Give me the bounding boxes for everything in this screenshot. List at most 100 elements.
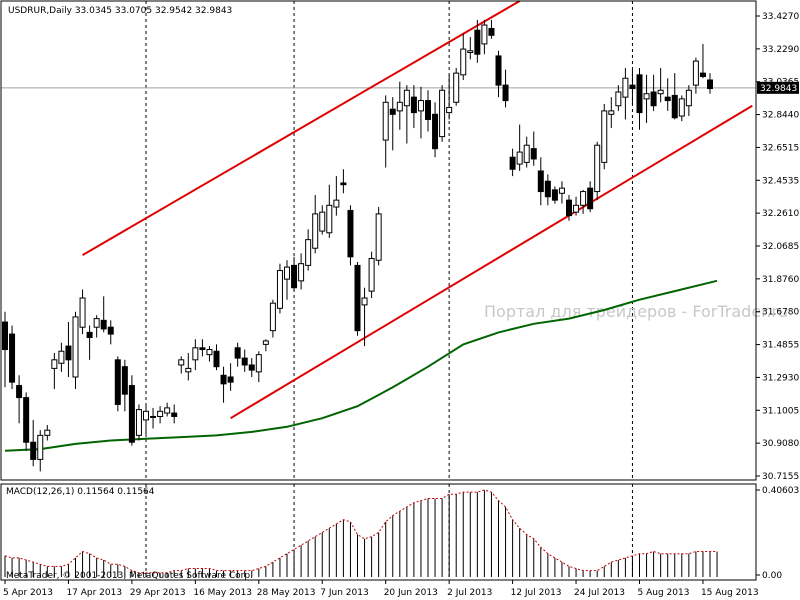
candle (488, 19, 495, 39)
time-tick-label: 24 Jul 2013 (574, 588, 625, 598)
candle (403, 85, 410, 144)
time-tick-label: 5 Apr 2013 (3, 588, 53, 598)
time-axis: 5 Apr 2013 17 Apr 2013 29 Apr 2013 16 May 2… (3, 580, 759, 598)
candle-body-bull (185, 367, 192, 373)
time-tick-label: 2 Jul 2013 (447, 588, 492, 598)
candle-body-bear (248, 364, 255, 371)
candle (664, 78, 671, 111)
candle-body-bull (319, 211, 326, 232)
candle-body-bear (425, 100, 431, 120)
candle-body-bear (9, 333, 16, 383)
candle-body-bull (685, 89, 692, 107)
candle (481, 19, 488, 55)
candle (509, 148, 516, 177)
candle (516, 124, 523, 171)
candle (199, 339, 206, 357)
candle (100, 296, 107, 333)
candle-body-bear (410, 96, 417, 114)
time-tick-label: 16 May 2013 (193, 588, 252, 598)
macd-axis: 0.40603 0.00 (756, 486, 799, 581)
channel-layer (82, 0, 753, 420)
candle-body-bear (234, 347, 241, 359)
candle (114, 356, 121, 412)
candle (58, 342, 65, 372)
candle (248, 358, 255, 377)
candle-body-bull (467, 50, 474, 54)
candle (453, 67, 460, 106)
macd-tick-label: 0.40603 (762, 486, 799, 496)
candle (93, 315, 100, 338)
candle-body-bear (114, 359, 121, 405)
candle-body-bull (164, 407, 171, 414)
candle-body-bull (439, 89, 446, 138)
candle-body-bull (523, 144, 530, 163)
candle-body-bull (558, 187, 565, 194)
candle-body-bear (347, 209, 354, 258)
candle (16, 375, 23, 424)
candle-body-bull (206, 349, 213, 356)
candle-body-bear (199, 347, 206, 351)
current-price-box (757, 81, 799, 94)
candle (30, 419, 37, 467)
candle (185, 352, 192, 381)
price-tick-label: 32.2610 (762, 209, 799, 219)
candle-body-bull (608, 110, 615, 115)
candle (425, 90, 431, 132)
candle-body-bull (192, 347, 199, 361)
candle (319, 205, 326, 235)
candle-body-bear (291, 264, 298, 289)
candle (608, 97, 615, 129)
candle-body-bull (312, 213, 319, 249)
candle (544, 174, 551, 206)
candle-body-bull (305, 239, 312, 266)
candle-body-bull (269, 302, 276, 332)
candle-body-bull (361, 297, 368, 306)
moving-average-line (4, 279, 718, 452)
candle (537, 157, 544, 206)
candle (157, 406, 164, 424)
candle (37, 430, 44, 472)
candle (143, 404, 149, 438)
candle (150, 407, 157, 429)
candle-body-bull (51, 359, 58, 369)
candle (382, 95, 389, 168)
candle (601, 104, 608, 170)
candle-body-bear (650, 91, 657, 107)
candle (530, 131, 537, 166)
candle-body-bear (587, 187, 594, 210)
candle-body-bear (121, 366, 128, 395)
candle (192, 339, 199, 371)
candle-body-bear (495, 55, 502, 86)
price-axis: 33.427033.229033.036532.844032.651532.45… (756, 12, 799, 482)
macd-signal-line (4, 489, 717, 574)
channel-upper-line[interactable] (82, 0, 521, 256)
candle (178, 356, 185, 374)
candle (312, 195, 319, 254)
candle (551, 186, 558, 204)
channel-lower-line[interactable] (230, 104, 753, 420)
candle (495, 50, 502, 98)
candle-body-bull (678, 98, 685, 117)
watermark: Портал для трейдеров - ForTrader.ru (484, 302, 788, 321)
candle (340, 169, 347, 194)
price-tick-label: 30.7155 (762, 472, 799, 482)
candles-layer (2, 19, 713, 472)
candle-body-bear (566, 199, 572, 217)
candle-body-bear (86, 331, 93, 339)
candle-body-bull (58, 350, 65, 364)
candle-body-bear (171, 412, 178, 417)
candle-body-bull (44, 429, 51, 436)
candle (389, 97, 396, 151)
candle (79, 289, 86, 335)
candle (375, 207, 382, 266)
current-price-label: 32.9843 (760, 84, 797, 94)
candle (128, 375, 135, 446)
time-tick-label: 5 Aug 2013 (638, 588, 690, 598)
candle-body-bull (594, 144, 601, 193)
candle-body-bull (298, 263, 305, 282)
candle-body-bull (615, 91, 622, 107)
candle (396, 81, 403, 130)
candle (44, 425, 51, 441)
candle (354, 261, 361, 336)
